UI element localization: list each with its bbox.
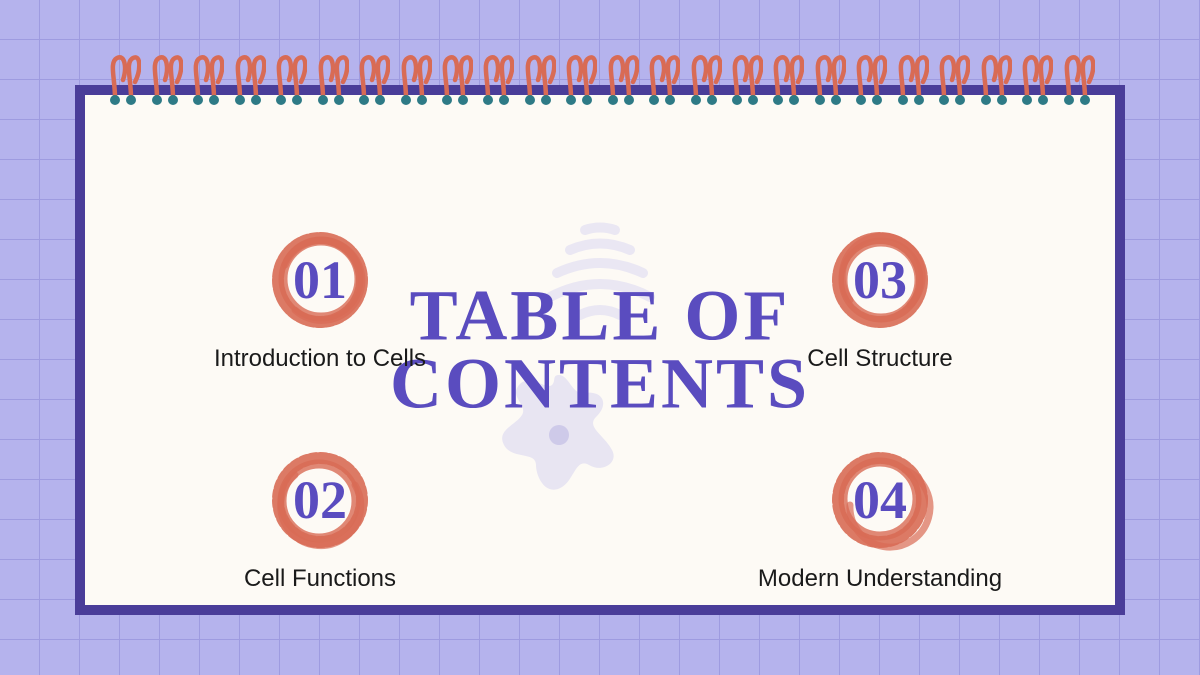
spiral-ring-icon [810, 50, 846, 110]
spiral-ring-icon [188, 50, 224, 110]
spiral-ring-icon [851, 50, 887, 110]
spiral-ring-icon [603, 50, 639, 110]
toc-item-3: 03 Cell Structure [750, 225, 1010, 373]
item-number: 03 [853, 249, 907, 311]
title-line-1: TABLE OF [390, 282, 810, 350]
spiral-ring-icon [1059, 50, 1095, 110]
spiral-ring-icon [976, 50, 1012, 110]
item-label: Introduction to Cells [190, 345, 450, 373]
spiral-ring-icon [893, 50, 929, 110]
number-badge: 02 [265, 445, 375, 555]
spiral-ring-icon [271, 50, 307, 110]
number-badge: 01 [265, 225, 375, 335]
spiral-ring-icon [727, 50, 763, 110]
item-label: Modern Understanding [750, 565, 1010, 593]
spiral-ring-icon [644, 50, 680, 110]
item-number: 01 [293, 249, 347, 311]
item-label: Cell Functions [190, 565, 450, 593]
spiral-ring-icon [768, 50, 804, 110]
spiral-ring-icon [147, 50, 183, 110]
spiral-ring-icon [520, 50, 556, 110]
item-label: Cell Structure [750, 345, 1010, 373]
notebook-card: TABLE OF CONTENTS 01 Introduction to Cel… [75, 85, 1125, 615]
toc-item-1: 01 Introduction to Cells [190, 225, 450, 373]
number-badge: 03 [825, 225, 935, 335]
spiral-ring-icon [686, 50, 722, 110]
spiral-binding [100, 40, 1100, 110]
toc-item-2: 02 Cell Functions [190, 445, 450, 593]
spiral-ring-icon [313, 50, 349, 110]
spiral-ring-icon [354, 50, 390, 110]
page-title: TABLE OF CONTENTS [390, 282, 810, 419]
spiral-ring-icon [396, 50, 432, 110]
spiral-ring-icon [478, 50, 514, 110]
item-number: 04 [853, 469, 907, 531]
item-number: 02 [293, 469, 347, 531]
number-badge: 04 [825, 445, 935, 555]
spiral-ring-icon [934, 50, 970, 110]
spiral-ring-icon [437, 50, 473, 110]
spiral-ring-icon [1017, 50, 1053, 110]
title-line-2: CONTENTS [390, 350, 810, 418]
spiral-ring-icon [561, 50, 597, 110]
spiral-ring-icon [105, 50, 141, 110]
spiral-ring-icon [230, 50, 266, 110]
toc-item-4: 04 Modern Understanding [750, 445, 1010, 593]
